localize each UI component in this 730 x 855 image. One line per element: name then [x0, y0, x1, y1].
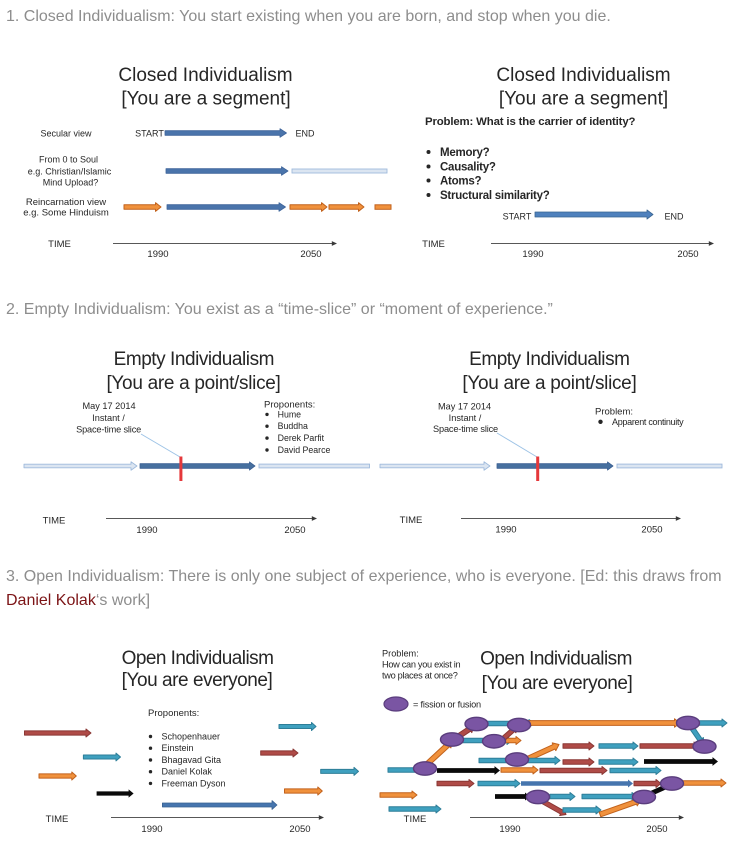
svg-text:Space-time slice: Space-time slice — [76, 425, 141, 435]
svg-text:Secular view: Secular view — [40, 129, 92, 139]
svg-text:2050: 2050 — [646, 824, 667, 835]
svg-text:[You are a segment]: [You are a segment] — [499, 89, 668, 110]
svg-text:Closed Individualism: Closed Individualism — [496, 65, 670, 86]
svg-text:START: START — [135, 129, 164, 139]
svg-text:1990: 1990 — [147, 249, 168, 260]
svg-text:From 0 to Soul: From 0 to Soul — [39, 155, 98, 165]
svg-text:2050: 2050 — [284, 525, 305, 536]
svg-text:Freeman Dyson: Freeman Dyson — [162, 778, 226, 788]
svg-text:[You are everyone]: [You are everyone] — [122, 670, 273, 691]
svg-text:1990: 1990 — [495, 525, 516, 536]
svg-text:2050: 2050 — [289, 824, 310, 835]
svg-text:2050: 2050 — [300, 249, 321, 260]
svg-text:[You are a segment]: [You are a segment] — [121, 89, 290, 110]
svg-text:Proponents:: Proponents: — [148, 708, 199, 719]
svg-text:Hume: Hume — [278, 409, 302, 419]
svg-text:Closed Individualism: Closed Individualism — [118, 65, 292, 86]
svg-text:Space-time slice: Space-time slice — [433, 424, 498, 434]
svg-text:Derek Parfit: Derek Parfit — [278, 433, 325, 443]
svg-text:END: END — [295, 129, 315, 139]
svg-text:TIME: TIME — [48, 239, 71, 250]
svg-text:Instant /: Instant / — [449, 413, 482, 423]
svg-text:START: START — [503, 212, 532, 222]
svg-text:TIME: TIME — [422, 239, 445, 250]
svg-text:TIME: TIME — [46, 814, 69, 825]
svg-text:two places at once?: two places at once? — [382, 671, 458, 681]
svg-text:Structural similarity?: Structural similarity? — [440, 190, 550, 202]
svg-text:1990: 1990 — [136, 525, 157, 536]
svg-text:Causality?: Causality? — [440, 162, 496, 174]
svg-text:TIME: TIME — [400, 515, 423, 526]
svg-text:May 17 2014: May 17 2014 — [438, 402, 491, 412]
svg-text:TIME: TIME — [43, 516, 66, 527]
svg-text:Empty Individualism: Empty Individualism — [114, 349, 274, 370]
svg-text:Memory?: Memory? — [440, 147, 490, 159]
svg-text:2050: 2050 — [641, 525, 662, 536]
svg-text:Daniel Kolak: Daniel Kolak — [162, 767, 213, 777]
svg-text:Empty Individualism: Empty Individualism — [469, 349, 629, 370]
svg-text:[You are everyone]: [You are everyone] — [482, 673, 633, 694]
svg-text:Open Individualism: Open Individualism — [122, 648, 274, 669]
svg-text:Problem:: Problem: — [382, 649, 419, 659]
svg-text:= fission or fusion: = fission or fusion — [413, 700, 481, 710]
svg-text:1990: 1990 — [141, 824, 162, 835]
svg-text:END: END — [664, 212, 684, 222]
svg-text:Apparent continuity: Apparent continuity — [612, 417, 684, 427]
svg-text:Einstein: Einstein — [162, 743, 194, 753]
svg-text:Problem:: Problem: — [595, 407, 633, 418]
svg-text:[You are a point/slice]: [You are a point/slice] — [106, 373, 280, 394]
svg-text:Problem: What is the carrier o: Problem: What is the carrier of identity… — [425, 116, 635, 128]
svg-text:1990: 1990 — [522, 249, 543, 260]
svg-text:How can you exist in: How can you exist in — [382, 660, 460, 670]
svg-text:e.g. Christian/Islamic: e.g. Christian/Islamic — [28, 167, 112, 177]
svg-text:[You are a point/slice]: [You are a point/slice] — [462, 373, 636, 394]
svg-text:Buddha: Buddha — [278, 421, 308, 431]
svg-text:Instant /: Instant / — [92, 413, 125, 423]
svg-text:David Pearce: David Pearce — [278, 445, 331, 455]
svg-text:1990: 1990 — [499, 824, 520, 835]
svg-text:Atoms?: Atoms? — [440, 176, 482, 188]
svg-text:TIME: TIME — [404, 814, 427, 825]
svg-text:Schopenhauer: Schopenhauer — [162, 732, 221, 742]
svg-text:Proponents:: Proponents: — [264, 399, 315, 410]
svg-text:e.g. Some Hinduism: e.g. Some Hinduism — [23, 208, 109, 219]
svg-text:May 17 2014: May 17 2014 — [82, 401, 135, 411]
svg-text:Mind Upload?: Mind Upload? — [43, 178, 99, 188]
svg-text:Bhagavad Gita: Bhagavad Gita — [162, 755, 222, 765]
svg-text:2050: 2050 — [677, 249, 698, 260]
svg-text:Open Individualism: Open Individualism — [480, 649, 632, 670]
svg-text:Reincarnation view: Reincarnation view — [26, 197, 106, 208]
